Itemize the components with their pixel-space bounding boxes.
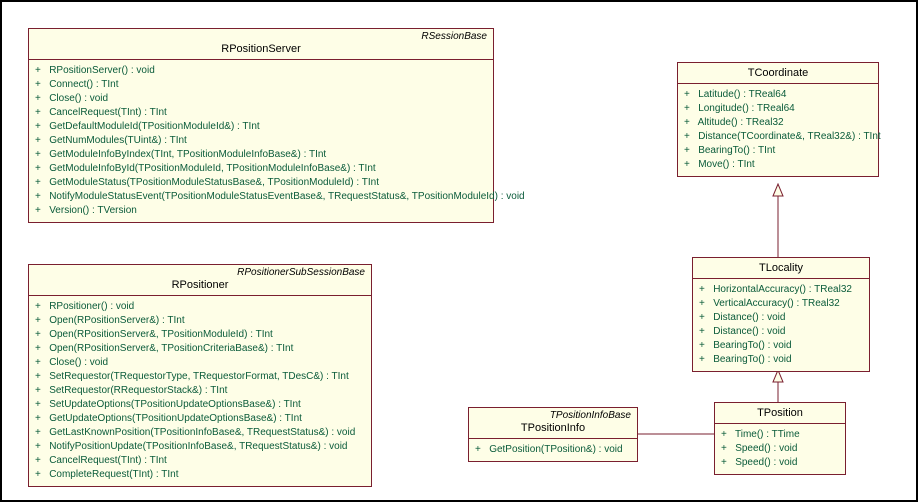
class-rpositioner: RPositionerSubSessionBase RPositioner RP…	[28, 264, 372, 487]
class-title: TLocality	[693, 258, 869, 279]
operation: HorizontalAccuracy() : TReal32	[699, 283, 863, 297]
operation: Move() : TInt	[684, 158, 872, 172]
op-list-rpositioner: RPositioner() : voidOpen(RPositionServer…	[29, 296, 371, 486]
operation: Version() : TVersion	[35, 204, 487, 218]
stereotype-label: TPositionInfoBase	[550, 410, 631, 421]
class-name: RPositionServer	[35, 43, 487, 55]
stereotype-label: RSessionBase	[421, 31, 487, 42]
operation: GetUpdateOptions(TPositionUpdateOptionsB…	[35, 412, 365, 426]
class-title: RPositionerSubSessionBase RPositioner	[29, 265, 371, 296]
operation: Speed() : void	[721, 442, 839, 456]
operation: GetModuleInfoById(TPositionModuleId, TPo…	[35, 162, 487, 176]
operation: BearingTo() : void	[699, 353, 863, 367]
operation: RPositioner() : void	[35, 300, 365, 314]
class-tpositioninfo: TPositionInfoBase TPositionInfo GetPosit…	[468, 407, 638, 462]
operation: GetNumModules(TUint&) : TInt	[35, 134, 487, 148]
operation: Altitude() : TReal32	[684, 116, 872, 130]
class-name: TPositionInfo	[475, 422, 631, 434]
operation: VerticalAccuracy() : TReal32	[699, 297, 863, 311]
class-tlocality: TLocality HorizontalAccuracy() : TReal32…	[692, 257, 870, 372]
operation: Speed() : void	[721, 456, 839, 470]
operation: Open(RPositionServer&) : TInt	[35, 314, 365, 328]
operation: BearingTo() : TInt	[684, 144, 872, 158]
class-name: TCoordinate	[684, 67, 872, 79]
operation: Open(RPositionServer&, TPositionCriteria…	[35, 342, 365, 356]
op-list-tlocality: HorizontalAccuracy() : TReal32VerticalAc…	[693, 279, 869, 371]
operation: GetModuleStatus(TPositionModuleStatusBas…	[35, 176, 487, 190]
class-name: RPositioner	[35, 279, 365, 291]
diagram-canvas: RSessionBase RPositionServer RPositionSe…	[0, 0, 918, 502]
operation: SetRequestor(TRequestorType, TRequestorF…	[35, 370, 365, 384]
operation: Connect() : TInt	[35, 78, 487, 92]
class-title: TCoordinate	[678, 63, 878, 84]
op-list-tpositioninfo: GetPosition(TPosition&) : void	[469, 439, 637, 461]
op-list-rpositionserver: RPositionServer() : voidConnect() : TInt…	[29, 60, 493, 222]
stereotype-label: RPositionerSubSessionBase	[237, 267, 365, 278]
class-title: RSessionBase RPositionServer	[29, 29, 493, 60]
class-title: TPositionInfoBase TPositionInfo	[469, 408, 637, 439]
operation: RPositionServer() : void	[35, 64, 487, 78]
class-tcoordinate: TCoordinate Latitude() : TReal64Longitud…	[677, 62, 879, 177]
operation: BearingTo() : void	[699, 339, 863, 353]
operation: Distance() : void	[699, 311, 863, 325]
operation: GetPosition(TPosition&) : void	[475, 443, 631, 457]
op-list-tcoordinate: Latitude() : TReal64Longitude() : TReal6…	[678, 84, 878, 176]
class-name: TPosition	[721, 407, 839, 419]
operation: Open(RPositionServer&, TPositionModuleId…	[35, 328, 365, 342]
operation: SetUpdateOptions(TPositionUpdateOptionsB…	[35, 398, 365, 412]
operation: CancelRequest(TInt) : TInt	[35, 454, 365, 468]
operation: Close() : void	[35, 92, 487, 106]
operation: GetModuleInfoByIndex(TInt, TPositionModu…	[35, 148, 487, 162]
class-rpositionserver: RSessionBase RPositionServer RPositionSe…	[28, 28, 494, 223]
operation: CancelRequest(TInt) : TInt	[35, 106, 487, 120]
class-title: TPosition	[715, 403, 845, 424]
operation: Time() : TTime	[721, 428, 839, 442]
op-list-tposition: Time() : TTimeSpeed() : voidSpeed() : vo…	[715, 424, 845, 474]
operation: Latitude() : TReal64	[684, 88, 872, 102]
operation: Distance() : void	[699, 325, 863, 339]
operation: GetDefaultModuleId(TPositionModuleId&) :…	[35, 120, 487, 134]
operation: Longitude() : TReal64	[684, 102, 872, 116]
operation: NotifyPositionUpdate(TPositionInfoBase&,…	[35, 440, 365, 454]
operation: CompleteRequest(TInt) : TInt	[35, 468, 365, 482]
class-name: TLocality	[699, 262, 863, 274]
class-tposition: TPosition Time() : TTimeSpeed() : voidSp…	[714, 402, 846, 475]
operation: NotifyModuleStatusEvent(TPositionModuleS…	[35, 190, 487, 204]
operation: Distance(TCoordinate&, TReal32&) : TInt	[684, 130, 872, 144]
operation: GetLastKnownPosition(TPositionInfoBase&,…	[35, 426, 365, 440]
operation: Close() : void	[35, 356, 365, 370]
operation: SetRequestor(RRequestorStack&) : TInt	[35, 384, 365, 398]
